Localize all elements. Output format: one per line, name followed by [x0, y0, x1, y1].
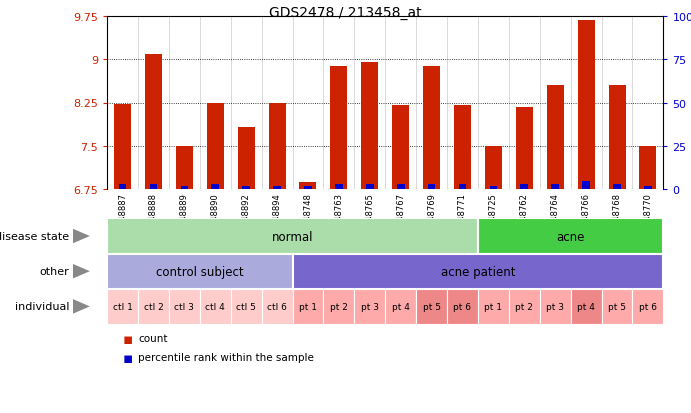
Bar — [292, 254, 663, 289]
Text: ▪: ▪ — [122, 350, 133, 365]
Bar — [509, 289, 540, 324]
Bar — [478, 289, 509, 324]
Bar — [292, 289, 323, 324]
Text: percentile rank within the sample: percentile rank within the sample — [138, 352, 314, 362]
Bar — [231, 289, 262, 324]
Bar — [397, 185, 404, 190]
Bar — [304, 187, 312, 190]
Text: ctl 4: ctl 4 — [205, 302, 225, 311]
Polygon shape — [73, 264, 90, 279]
Bar — [547, 86, 564, 190]
Text: count: count — [138, 334, 168, 344]
Bar — [107, 289, 138, 324]
Bar — [361, 63, 378, 190]
Text: pt 5: pt 5 — [608, 302, 626, 311]
Bar — [354, 289, 386, 324]
Polygon shape — [73, 229, 90, 244]
Bar — [262, 289, 292, 324]
Bar — [602, 289, 632, 324]
Text: pt 2: pt 2 — [330, 302, 348, 311]
Bar — [180, 187, 188, 190]
Bar — [540, 289, 571, 324]
Text: pt 6: pt 6 — [639, 302, 657, 311]
Bar — [489, 187, 498, 190]
Bar — [459, 185, 466, 190]
Bar — [366, 185, 374, 190]
Bar — [107, 254, 292, 289]
Text: acne patient: acne patient — [441, 265, 515, 278]
Text: pt 1: pt 1 — [299, 302, 317, 311]
Bar — [169, 289, 200, 324]
Text: pt 6: pt 6 — [453, 302, 471, 311]
Text: pt 1: pt 1 — [484, 302, 502, 311]
Text: ctl 5: ctl 5 — [236, 302, 256, 311]
Text: ctl 6: ctl 6 — [267, 302, 287, 311]
Text: acne: acne — [556, 230, 585, 243]
Bar — [551, 185, 559, 190]
Text: pt 4: pt 4 — [577, 302, 595, 311]
Bar — [447, 289, 478, 324]
Bar — [138, 289, 169, 324]
Text: ▪: ▪ — [122, 331, 133, 346]
Bar — [114, 105, 131, 190]
Text: normal: normal — [272, 230, 313, 243]
Bar — [485, 147, 502, 190]
Bar — [454, 106, 471, 190]
Text: pt 3: pt 3 — [361, 302, 379, 311]
Text: pt 3: pt 3 — [546, 302, 564, 311]
Bar — [423, 67, 440, 190]
Bar — [176, 147, 193, 190]
Bar — [609, 86, 625, 190]
Text: pt 4: pt 4 — [392, 302, 410, 311]
Bar — [107, 219, 478, 254]
Text: GDS2478 / 213458_at: GDS2478 / 213458_at — [269, 6, 422, 20]
Text: ctl 2: ctl 2 — [144, 302, 163, 311]
Bar — [207, 103, 224, 190]
Text: ctl 3: ctl 3 — [174, 302, 194, 311]
Bar — [578, 21, 594, 190]
Text: other: other — [39, 266, 69, 277]
Bar — [392, 106, 409, 190]
Bar — [243, 187, 250, 190]
Bar — [639, 147, 656, 190]
Text: individual: individual — [15, 301, 69, 312]
Bar — [238, 128, 255, 190]
Bar — [119, 185, 126, 190]
Bar — [613, 185, 621, 190]
Bar — [330, 67, 348, 190]
Bar — [386, 289, 416, 324]
Bar — [200, 289, 231, 324]
Bar — [335, 185, 343, 190]
Bar — [632, 289, 663, 324]
Text: disease state: disease state — [0, 231, 69, 242]
Text: control subject: control subject — [156, 265, 244, 278]
Polygon shape — [73, 299, 90, 314]
Text: pt 5: pt 5 — [423, 302, 441, 311]
Bar — [323, 289, 354, 324]
Bar — [416, 289, 447, 324]
Bar — [150, 185, 158, 190]
Bar — [211, 185, 219, 190]
Bar — [428, 185, 435, 190]
Bar — [515, 107, 533, 190]
Bar — [520, 185, 528, 190]
Bar — [299, 183, 316, 190]
Bar — [478, 219, 663, 254]
Text: pt 2: pt 2 — [515, 302, 533, 311]
Text: ctl 1: ctl 1 — [113, 302, 133, 311]
Bar — [583, 181, 590, 190]
Bar — [269, 103, 285, 190]
Bar — [145, 55, 162, 190]
Bar — [644, 187, 652, 190]
Bar — [571, 289, 602, 324]
Bar — [273, 187, 281, 190]
